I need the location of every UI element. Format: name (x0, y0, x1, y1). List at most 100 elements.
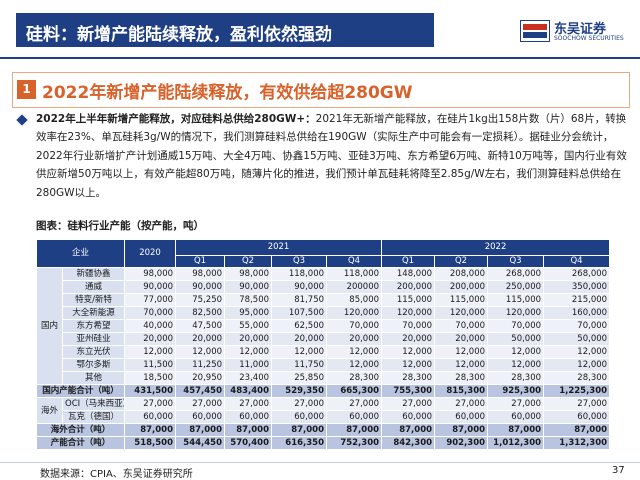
capacity-value: 75,250 (175, 293, 226, 307)
logo-mark-icon (520, 20, 550, 42)
total-value: 755,300 (381, 384, 436, 398)
company-name: 特变/新特 (61, 293, 126, 307)
table-row: 瓦克（德国） 60,000 60,000 60,000 60,000 60,000 60,0… (37, 410, 611, 424)
capacity-value: 268,000 (543, 267, 611, 281)
capacity-value: 60,000 (487, 410, 545, 424)
capacity-value: 20,000 (271, 332, 328, 346)
header-quarter: Q2 (434, 255, 489, 268)
header-quarter: Q1 (175, 255, 226, 268)
capacity-value: 27,000 (543, 397, 611, 411)
capacity-value: 25,850 (271, 371, 328, 385)
total-value: 1,225,300 (543, 384, 611, 398)
capacity-value: 85,000 (326, 293, 383, 307)
total-value: 457,450 (175, 384, 226, 398)
company-name: 东方希望 (61, 319, 126, 333)
company-name: OCI（马来西亚） (61, 397, 126, 411)
total-label: 产能合计（吨） (35, 436, 126, 450)
total-value: 518,500 (124, 436, 177, 450)
diamond-bullet-icon (16, 114, 28, 126)
table-row: 国内 新疆协鑫 98,000 98,000 98,000 118,000 118,000 14… (36, 267, 611, 385)
capacity-value: 28,300 (381, 371, 436, 385)
capacity-value: 70,000 (381, 319, 436, 333)
capacity-value: 50,000 (543, 332, 611, 346)
total-value: 87,000 (543, 423, 611, 437)
capacity-value: 12,000 (381, 345, 436, 359)
capacity-value: 28,300 (326, 371, 383, 385)
total-value: 815,300 (434, 384, 489, 398)
capacity-value: 60,000 (381, 410, 436, 424)
capacity-value: 11,250 (175, 358, 226, 372)
total-value: 87,000 (124, 423, 177, 437)
capacity-value: 12,000 (326, 345, 383, 359)
capacity-value: 12,000 (224, 345, 273, 359)
total-value: 1,012,300 (487, 436, 545, 450)
capacity-value: 28,300 (487, 371, 545, 385)
table-quarter-row: Q1 Q2 Q3 Q4 Q1 Q2 Q3 Q4 (37, 255, 611, 268)
capacity-table: 企业 2020 2021 2022 Q1 Q2 Q3 Q4 Q1 Q2 Q3 Q… (35, 239, 611, 450)
company-name: 亚州硅业 (61, 332, 126, 346)
total-value: 87,000 (487, 423, 545, 437)
capacity-value: 28,300 (434, 371, 489, 385)
capacity-value: 12,000 (124, 345, 177, 359)
total-label: 国内产能合计（吨） (35, 384, 126, 398)
total-value: 544,450 (175, 436, 226, 450)
capacity-value: 11,500 (124, 358, 177, 372)
company-name: 鄂尔多斯 (61, 358, 126, 372)
page-number: 37 (612, 465, 625, 476)
capacity-value: 82,500 (175, 306, 226, 320)
capacity-value: 60,000 (326, 410, 383, 424)
title-bar (16, 13, 434, 47)
body-paragraph: 2022年上半年新增产能释放，对应硅料总供给280GW+：2021年无新增产能释… (36, 110, 628, 202)
capacity-value: 90,000 (271, 280, 328, 294)
capacity-value: 60,000 (224, 410, 273, 424)
capacity-value: 115,000 (434, 293, 489, 307)
capacity-value: 120,000 (381, 306, 436, 320)
table-row: 海外OCI（马来西亚）27,00027,00027,00027,00027,00… (36, 397, 611, 424)
capacity-value: 27,000 (487, 397, 545, 411)
paragraph-lead: 2022年上半年新增产能释放，对应硅料总供给280GW+： (36, 113, 316, 125)
table-row: 大全新能源 70,000 82,500 95,000 107,500 120,000 120… (37, 306, 611, 320)
capacity-value: 11,000 (224, 358, 273, 372)
brand-logo: 东吴证券 SOOCHOW SECURITIES (520, 18, 624, 48)
total-label: 海外合计（吨） (35, 423, 126, 437)
capacity-value: 27,000 (271, 397, 328, 411)
total-value: 483,400 (224, 384, 273, 398)
capacity-value: 70,000 (487, 319, 545, 333)
capacity-value: 27,000 (224, 397, 273, 411)
capacity-value: 120,000 (487, 306, 545, 320)
capacity-value: 60,000 (543, 410, 611, 424)
capacity-value: 118,000 (326, 267, 383, 281)
data-source: 数据来源：CPIA、东吴证券研究所 (40, 469, 193, 480)
section-number: 1 (17, 80, 36, 99)
total-value: 616,350 (271, 436, 328, 450)
capacity-value: 20,000 (381, 332, 436, 346)
table-header-row: 企业 2020 2021 2022 (35, 239, 611, 268)
capacity-value: 98,000 (224, 267, 273, 281)
total-value: 87,000 (326, 423, 383, 437)
capacity-value: 12,000 (271, 345, 328, 359)
capacity-value: 27,000 (381, 397, 436, 411)
slide-title: 硅料：新增产能陆续释放，盈利依然强劲 (26, 25, 332, 45)
capacity-value: 12,000 (434, 358, 489, 372)
capacity-value: 268,000 (487, 267, 545, 281)
section-heading-box (12, 72, 630, 108)
capacity-value: 148,000 (381, 267, 436, 281)
total-value: 752,300 (326, 436, 383, 450)
capacity-value: 107,500 (271, 306, 328, 320)
logo-en-text: SOOCHOW SECURITIES (554, 35, 624, 42)
domestic-total-row: 国内产能合计（吨） 431,500 457,450 483,400 529,350 665… (35, 384, 611, 398)
table-row: 东方希望 40,000 47,500 55,000 62,500 70,000 70,000… (37, 319, 611, 333)
header-quarter: Q2 (224, 255, 273, 268)
header-quarter: Q3 (271, 255, 328, 268)
company-name: 大全新能源 (61, 306, 126, 320)
capacity-value: 23,400 (224, 371, 273, 385)
total-value: 87,000 (434, 423, 489, 437)
capacity-value: 12,000 (543, 345, 611, 359)
capacity-value: 81,750 (271, 293, 328, 307)
total-value: 842,300 (381, 436, 436, 450)
total-value: 87,000 (175, 423, 226, 437)
header-quarter: Q3 (487, 255, 545, 268)
overseas-total-row: 海外合计（吨） 87,000 87,000 87,000 87,000 87,000 87,… (35, 423, 611, 437)
capacity-value: 20,000 (124, 332, 177, 346)
capacity-value: 12,000 (175, 345, 226, 359)
